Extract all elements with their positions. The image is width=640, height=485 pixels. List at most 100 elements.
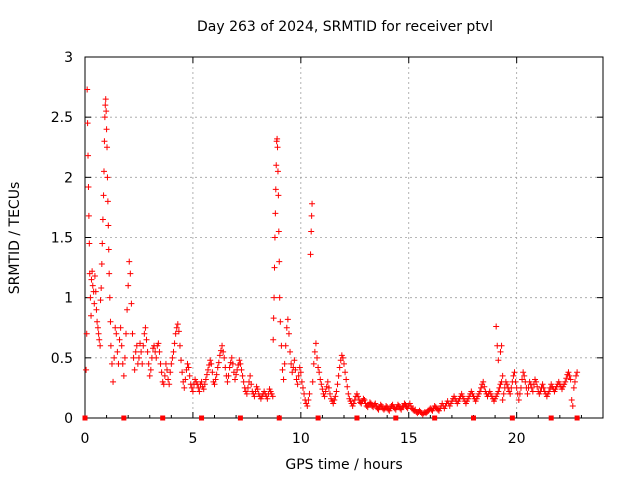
data-point bbox=[292, 366, 299, 373]
data-point bbox=[141, 330, 148, 337]
data-point bbox=[383, 402, 390, 409]
data-point bbox=[529, 388, 536, 395]
data-point bbox=[271, 294, 278, 301]
data-point bbox=[203, 371, 210, 378]
data-point bbox=[269, 393, 276, 400]
data-point bbox=[97, 297, 104, 304]
chart-title: Day 263 of 2024, SRMTID for receiver ptv… bbox=[197, 19, 493, 35]
data-point bbox=[153, 354, 160, 361]
data-point bbox=[334, 381, 341, 388]
data-point bbox=[275, 228, 282, 235]
data-point bbox=[175, 328, 182, 335]
data-point bbox=[138, 348, 145, 355]
data-point bbox=[176, 342, 183, 349]
data-point bbox=[213, 371, 220, 378]
data-point bbox=[515, 396, 522, 403]
data-point bbox=[98, 285, 105, 292]
baseline-marker bbox=[548, 415, 554, 421]
data-point bbox=[168, 360, 175, 367]
x-tick-label: 0 bbox=[81, 431, 90, 447]
data-point bbox=[332, 393, 339, 400]
data-point bbox=[304, 402, 311, 409]
data-point bbox=[143, 336, 150, 343]
data-point bbox=[317, 376, 324, 383]
data-point bbox=[534, 383, 541, 390]
data-point bbox=[89, 268, 96, 275]
data-point bbox=[573, 372, 580, 379]
data-point bbox=[140, 342, 147, 349]
data-point bbox=[331, 396, 338, 403]
data-point bbox=[162, 360, 169, 367]
data-point bbox=[276, 294, 283, 301]
data-point bbox=[113, 330, 120, 337]
data-point bbox=[161, 372, 168, 379]
data-point bbox=[170, 348, 177, 355]
data-point bbox=[476, 388, 483, 395]
data-point bbox=[164, 366, 171, 373]
data-point bbox=[296, 364, 303, 371]
data-point bbox=[89, 282, 96, 289]
data-point bbox=[507, 390, 514, 397]
data-point bbox=[570, 384, 577, 391]
data-point bbox=[88, 276, 95, 283]
data-point bbox=[207, 357, 214, 364]
data-point bbox=[495, 357, 502, 364]
data-point bbox=[519, 376, 526, 383]
data-point bbox=[309, 378, 316, 385]
data-point bbox=[355, 393, 362, 400]
data-point bbox=[189, 388, 196, 395]
data-point bbox=[309, 200, 316, 207]
data-point bbox=[272, 186, 279, 193]
y-tick-label: 1.5 bbox=[51, 231, 73, 247]
data-point bbox=[119, 360, 126, 367]
data-point bbox=[144, 348, 151, 355]
data-point bbox=[172, 330, 179, 337]
data-point bbox=[133, 342, 140, 349]
data-point bbox=[209, 369, 216, 376]
data-point bbox=[127, 270, 134, 277]
data-point bbox=[99, 216, 106, 223]
data-point bbox=[308, 228, 315, 235]
data-point bbox=[83, 366, 90, 373]
data-point bbox=[301, 390, 308, 397]
data-point bbox=[97, 342, 104, 349]
data-point bbox=[495, 388, 502, 395]
data-point bbox=[293, 376, 300, 383]
data-point bbox=[345, 390, 352, 397]
data-point bbox=[195, 384, 202, 391]
data-point bbox=[126, 258, 133, 265]
data-point bbox=[85, 183, 92, 190]
data-point bbox=[147, 366, 154, 373]
data-point bbox=[333, 388, 340, 395]
y-tick-label: 3 bbox=[64, 50, 73, 66]
baseline-marker bbox=[160, 415, 166, 421]
data-point bbox=[315, 364, 322, 371]
data-point bbox=[326, 390, 333, 397]
data-point bbox=[533, 378, 540, 385]
data-point bbox=[232, 376, 239, 383]
data-point bbox=[201, 381, 208, 388]
data-point bbox=[285, 330, 292, 337]
data-point bbox=[330, 400, 337, 407]
data-point bbox=[481, 383, 488, 390]
data-point bbox=[121, 354, 128, 361]
data-point bbox=[524, 390, 531, 397]
data-point bbox=[520, 369, 527, 376]
data-point bbox=[499, 372, 506, 379]
data-point bbox=[98, 260, 105, 267]
baseline-marker bbox=[509, 415, 515, 421]
data-point bbox=[155, 340, 162, 347]
data-point bbox=[107, 342, 114, 349]
data-point bbox=[247, 372, 254, 379]
data-point bbox=[108, 360, 115, 367]
data-point bbox=[272, 210, 279, 217]
data-point bbox=[123, 330, 130, 337]
data-point bbox=[284, 316, 291, 323]
data-point bbox=[125, 282, 132, 289]
data-point bbox=[186, 372, 193, 379]
data-point bbox=[496, 384, 503, 391]
y-tick-label: 2 bbox=[64, 170, 73, 186]
data-point bbox=[124, 306, 131, 313]
data-point bbox=[221, 354, 228, 361]
data-point bbox=[99, 240, 106, 247]
